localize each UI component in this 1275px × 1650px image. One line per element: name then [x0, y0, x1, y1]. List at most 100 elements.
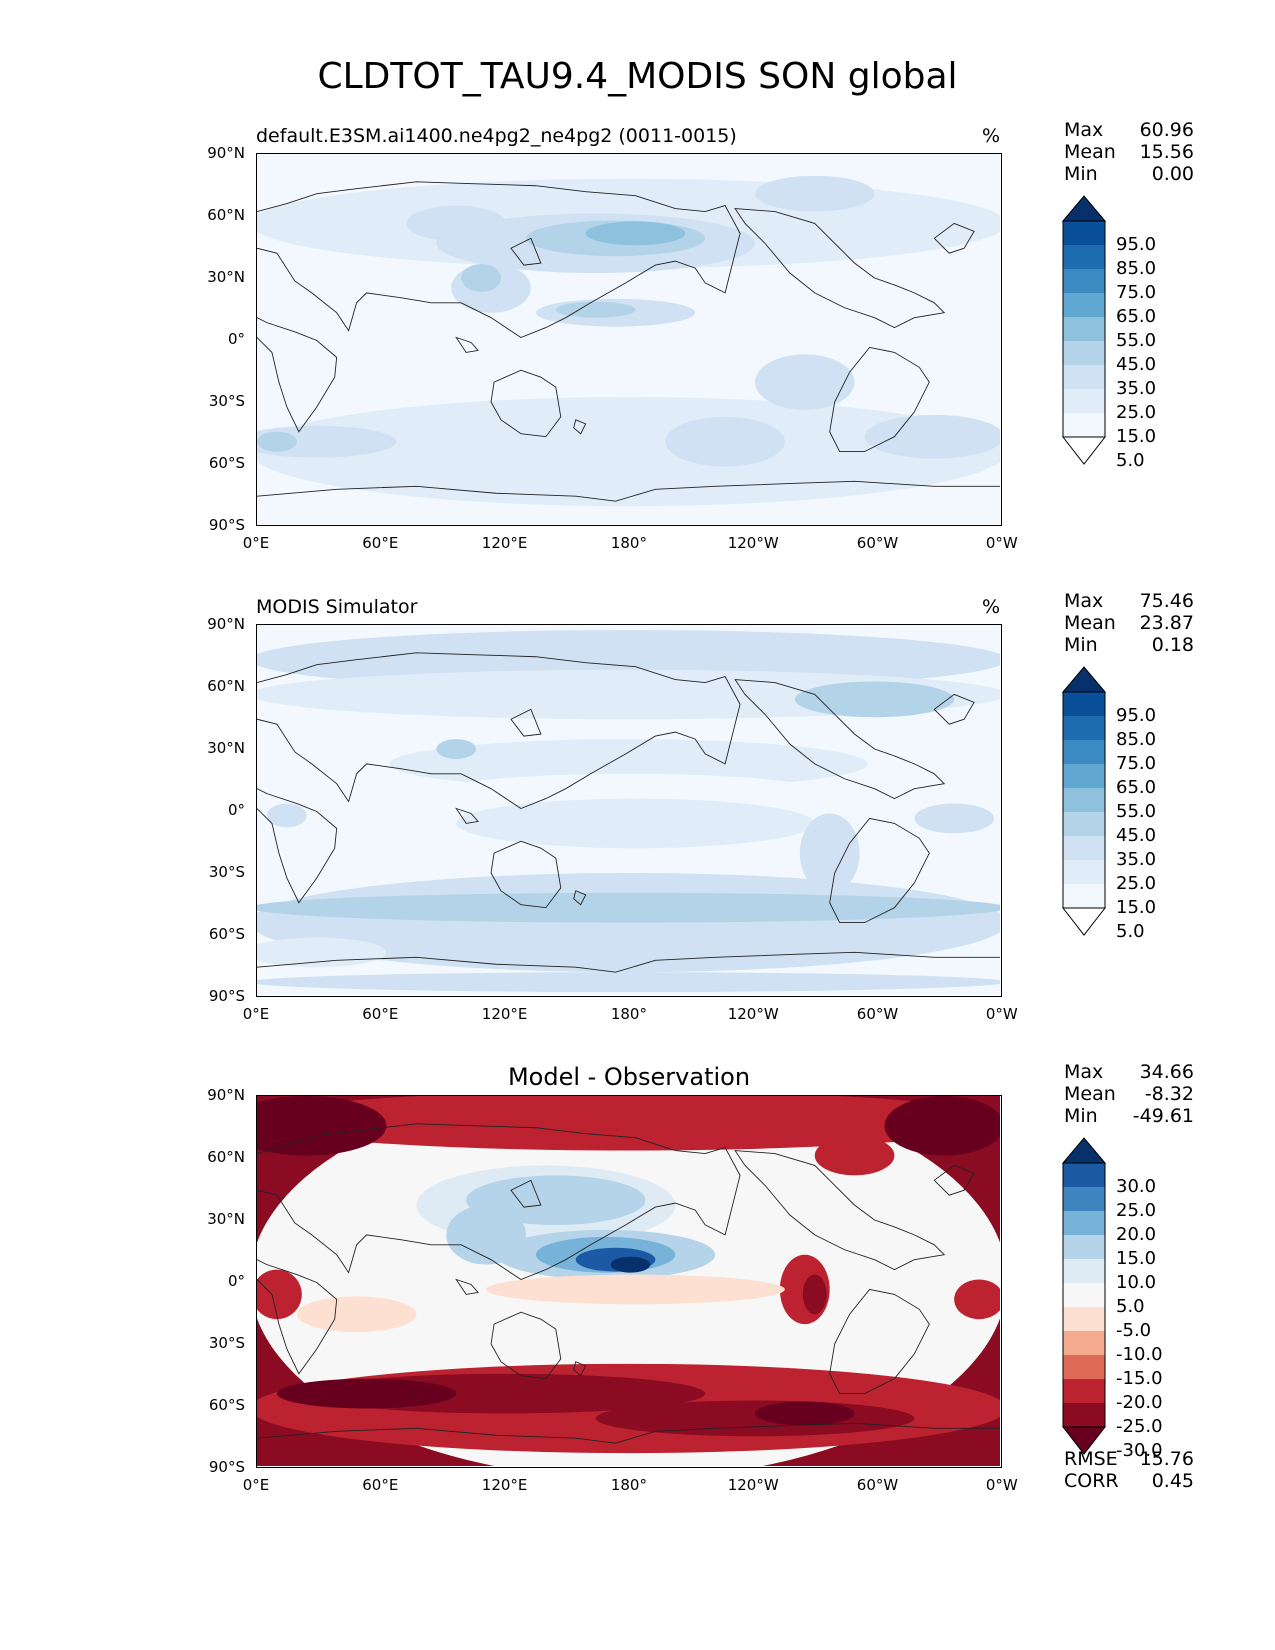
coastline: [455, 1278, 479, 1295]
lat-tick-label: 0°: [227, 801, 245, 819]
colorbar-tick-label: 55.0: [1116, 801, 1157, 822]
colorbar-tick-label: 15.0: [1116, 897, 1157, 918]
lon-tick-label: 0°W: [985, 534, 1018, 552]
coastline: [734, 1150, 946, 1271]
panel-title: Model - Observation: [507, 1063, 751, 1091]
contour-region: [257, 892, 1000, 923]
coastline: [933, 222, 975, 254]
coastline: [490, 1311, 562, 1380]
colorbar-tick-label: 35.0: [1116, 378, 1157, 399]
colorbar-tick-label: 5.0: [1116, 1296, 1145, 1317]
contour-region: [610, 1256, 651, 1273]
colorbar-bin: [1063, 1211, 1105, 1235]
colorbar-tick-label: 55.0: [1116, 330, 1157, 351]
lat-tick-label: 30°S: [208, 863, 245, 881]
corr-label: CORR: [1064, 1470, 1119, 1492]
coastline: [734, 679, 946, 800]
lon-tick-label: 120°E: [481, 534, 528, 552]
colorbar-tick-label: 25.0: [1116, 1200, 1157, 1221]
colorbar-bin: [1063, 1283, 1105, 1307]
contour-region: [754, 175, 875, 212]
units-label: %: [982, 596, 1001, 618]
contour-region: [461, 264, 502, 292]
lat-tick-label: 60°N: [207, 206, 245, 224]
contour-region: [555, 301, 636, 318]
colorbar-tick-label: 85.0: [1116, 258, 1157, 279]
corr-value: 0.45: [1151, 1470, 1194, 1492]
coastline: [257, 951, 1000, 973]
contour-region: [794, 681, 955, 718]
colorbar-bin: [1063, 692, 1105, 716]
mean-label: Mean: [1064, 1083, 1116, 1105]
contour-region: [296, 1296, 417, 1333]
lon-tick-label: 180°: [610, 1005, 647, 1023]
diff-field: [257, 1096, 1000, 1466]
lon-tick-label: 0°E: [242, 534, 270, 552]
colorbar-bin: [1063, 1187, 1105, 1211]
colorbar-tick-label: 75.0: [1116, 753, 1157, 774]
lon-tick-label: 60°W: [856, 534, 899, 552]
colorbar-tick-label: -10.0: [1116, 1344, 1163, 1365]
contour-region: [389, 739, 868, 789]
colorbar-tick-label: -5.0: [1116, 1320, 1152, 1341]
max-label: Max: [1064, 1061, 1104, 1083]
colorbar-bin: [1063, 860, 1105, 884]
contour-region: [802, 1274, 827, 1315]
contour-region: [257, 431, 297, 452]
mean-value: -8.32: [1144, 1083, 1194, 1105]
colorbar-bin: [1063, 1163, 1105, 1187]
max-value: 75.46: [1139, 590, 1194, 612]
colorbar-bin: [1063, 884, 1105, 908]
colorbar-bin: [1063, 1259, 1105, 1283]
max-value: 34.66: [1139, 1061, 1194, 1083]
colorbar-tick-label: 45.0: [1116, 825, 1157, 846]
mean-value: 15.56: [1139, 141, 1194, 163]
model-field: [257, 154, 1000, 524]
coastline: [510, 708, 542, 737]
colorbar-tick-label: 95.0: [1116, 705, 1157, 726]
colorbar-extend-max: [1061, 1137, 1107, 1164]
coastline: [829, 817, 930, 924]
contour-region: [257, 425, 397, 458]
panel-title: default.E3SM.ai1400.ne4pg2_ne4pg2 (0011-…: [256, 125, 737, 147]
rmse-value: 15.76: [1139, 1448, 1194, 1470]
obs-panel: MODIS Simulator % Max 75.46 Mean 23.87 Min…: [0, 590, 1275, 1056]
colorbar-tick-label: 10.0: [1116, 1272, 1157, 1293]
lat-tick-label: 90°N: [207, 144, 245, 162]
obs-map: [256, 624, 1002, 997]
contour-region: [486, 1274, 785, 1305]
colorbar-bin: [1063, 1235, 1105, 1259]
coastline: [829, 1288, 930, 1395]
colorbar-bins: [1061, 1137, 1107, 1455]
lon-tick-label: 0°E: [242, 1005, 270, 1023]
colorbar-outline: [1062, 220, 1106, 438]
colorbar-tick-label: -30.0: [1116, 1440, 1163, 1461]
lat-tick-label: 90°S: [208, 987, 245, 1005]
lon-tick-label: 0°E: [242, 1476, 270, 1494]
colorbar-tick-label: 35.0: [1116, 849, 1157, 870]
figure-title: CLDTOT_TAU9.4_MODIS SON global: [317, 56, 958, 97]
contour-region: [406, 205, 506, 242]
diff-panel: Model - Observation Max 34.66 Mean -8.32 M…: [0, 1061, 1275, 1527]
coastline: [257, 1259, 338, 1375]
lat-tick-label: 0°: [227, 330, 245, 348]
colorbar-extend-max: [1061, 666, 1107, 693]
panel-title: MODIS Simulator: [256, 596, 418, 618]
colorbar-tick-label: 5.0: [1116, 921, 1145, 942]
lon-tick-label: 60°E: [362, 1005, 399, 1023]
lat-tick-label: 90°S: [208, 516, 245, 534]
colorbar: [1061, 195, 1107, 469]
coastline: [455, 807, 479, 824]
colorbar-tick-label: 20.0: [1116, 1224, 1157, 1245]
colorbar-tick-label: 65.0: [1116, 777, 1157, 798]
contour-region: [754, 1401, 855, 1426]
colorbar-bin: [1063, 788, 1105, 812]
contour-region: [864, 414, 1000, 459]
lon-tick-label: 60°W: [856, 1476, 899, 1494]
lat-tick-label: 60°S: [208, 454, 245, 472]
coastline: [257, 1123, 741, 1281]
lat-tick-label: 90°S: [208, 1458, 245, 1476]
colorbar-tick-label: 85.0: [1116, 729, 1157, 750]
colorbar-bin: [1063, 413, 1105, 437]
lon-tick-label: 120°W: [727, 1005, 779, 1023]
